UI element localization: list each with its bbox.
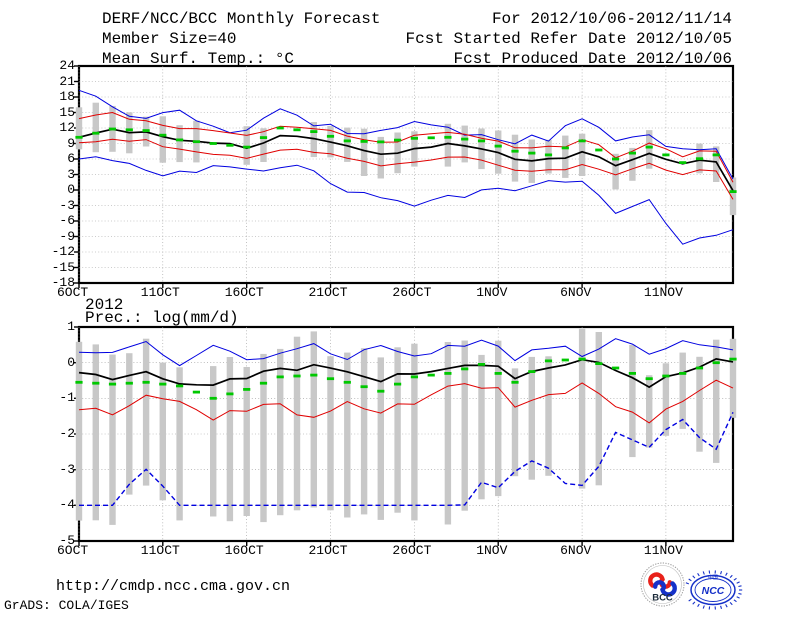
svg-text:NCC: NCC [702, 585, 725, 597]
svg-text:中国: 中国 [708, 574, 718, 581]
svg-text:BCC: BCC [652, 593, 673, 604]
